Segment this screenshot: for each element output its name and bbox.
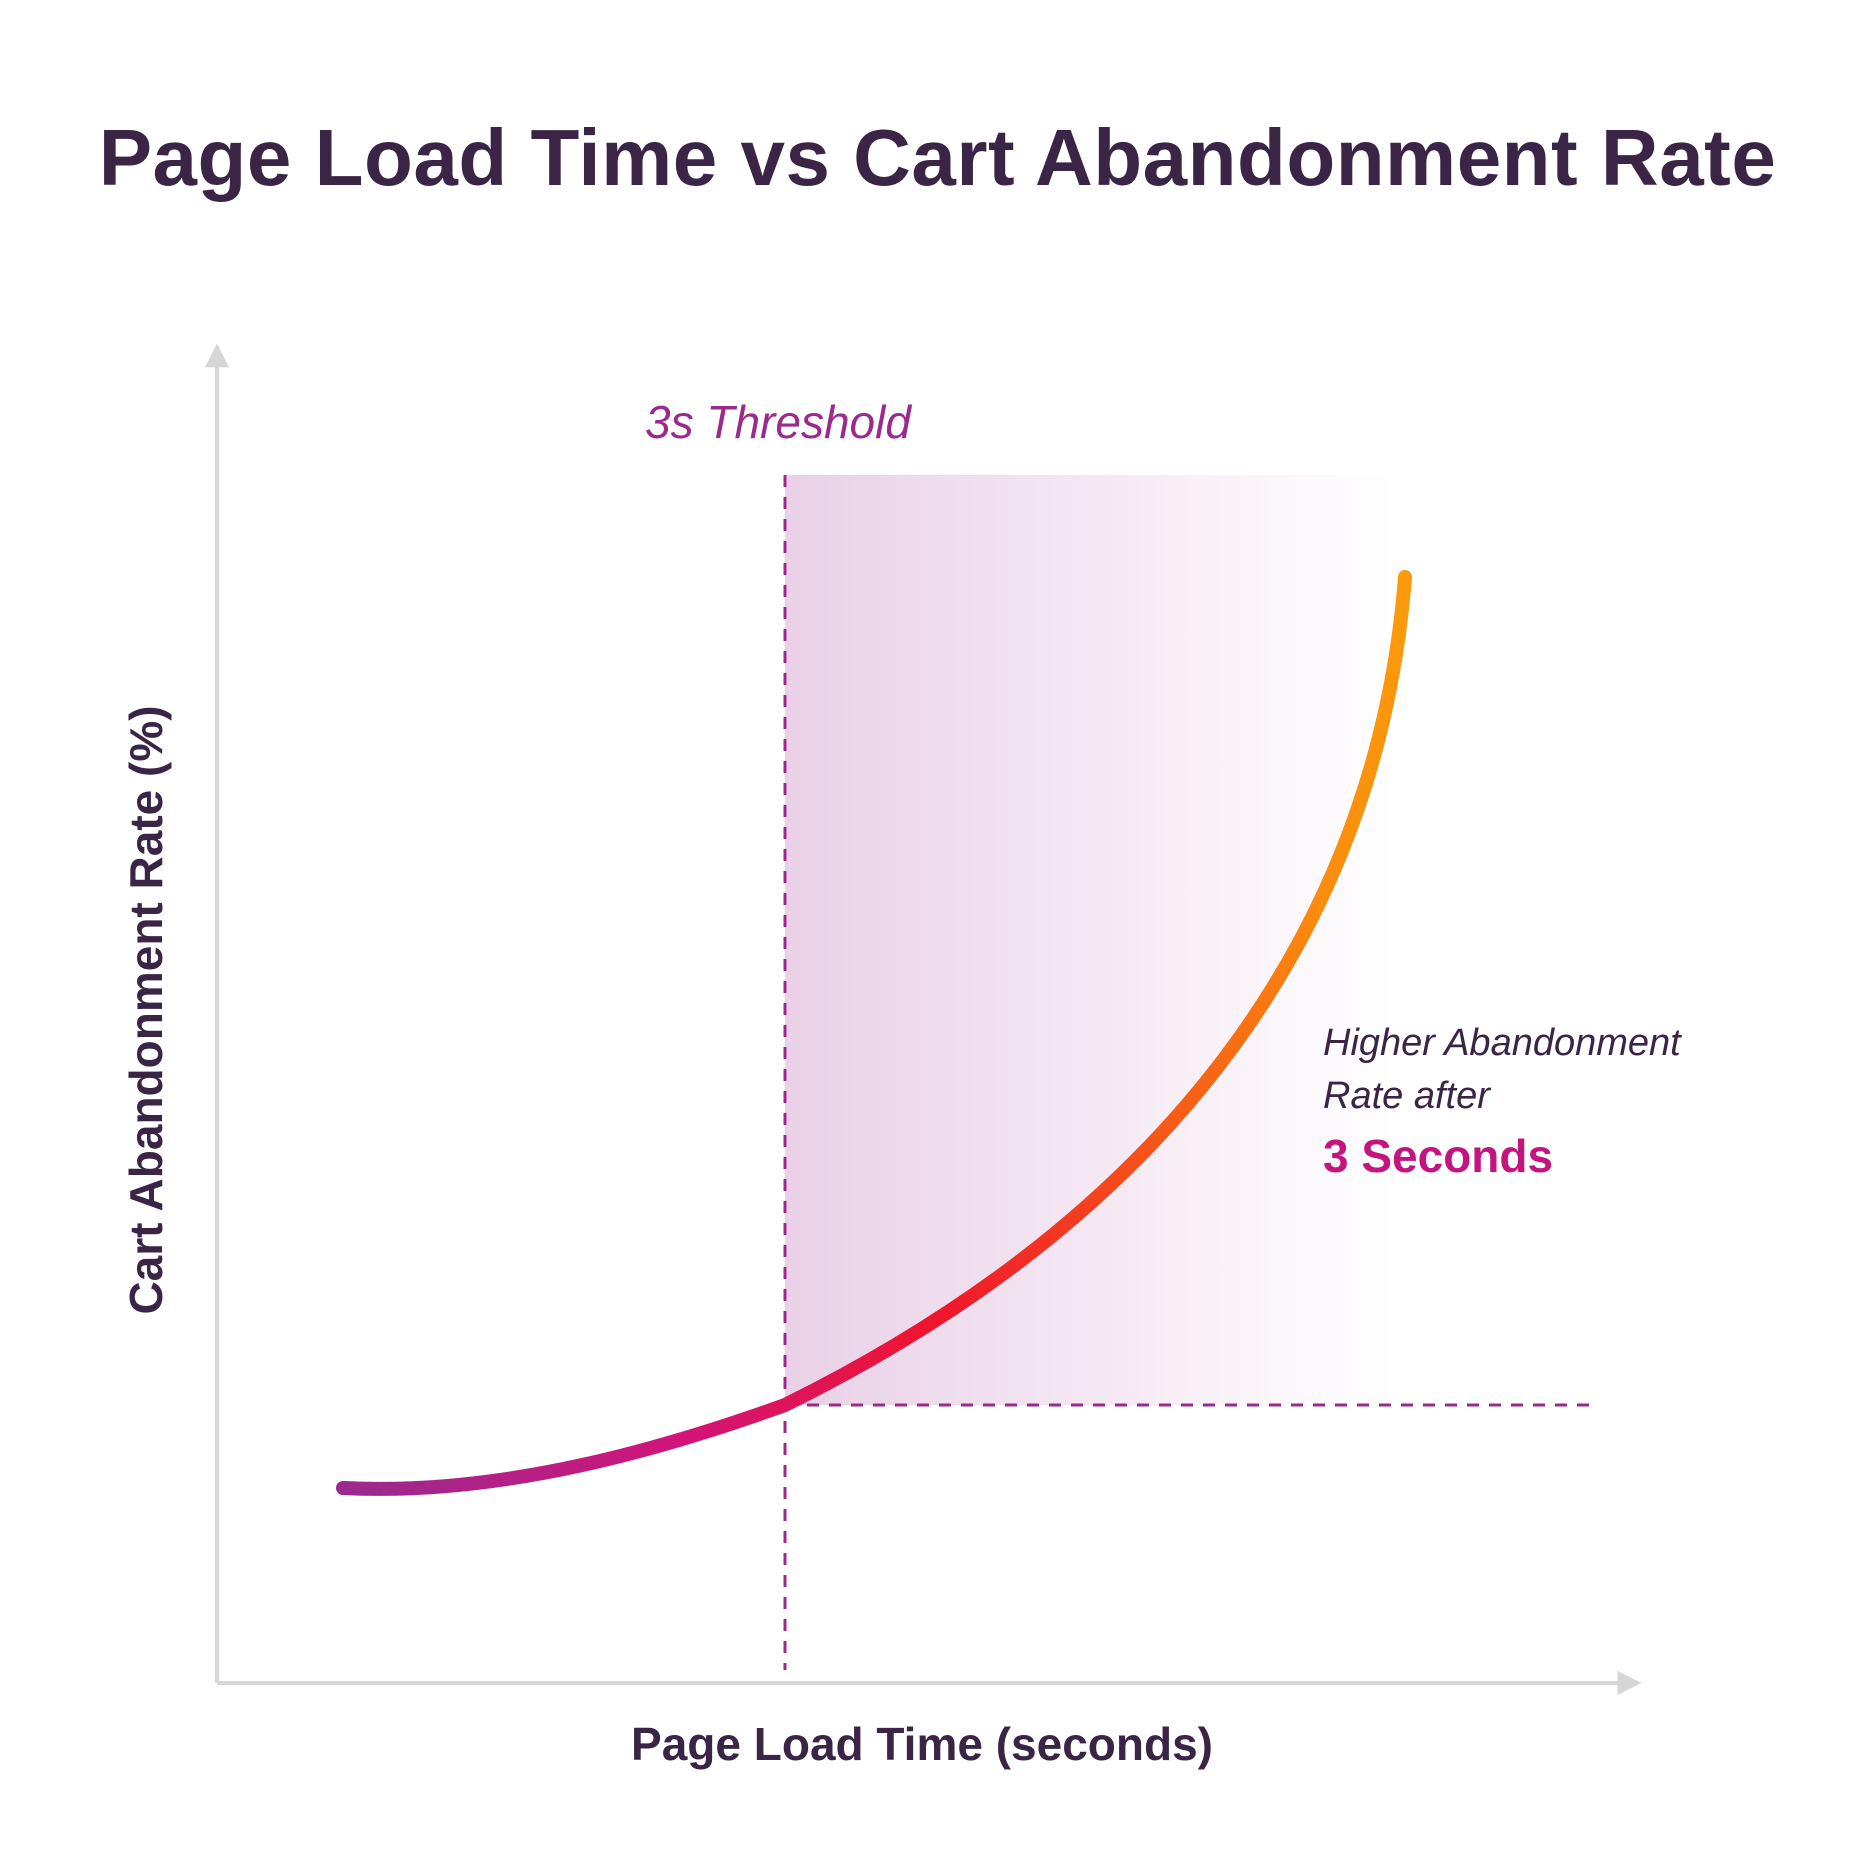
annotation-emphasis: 3 Seconds [1323, 1130, 1553, 1182]
chart-title: Page Load Time vs Cart Abandonment Rate [98, 113, 1777, 202]
y-axis-label: Cart Abandonment Rate (%) [120, 705, 172, 1314]
annotation-line-2: Rate after [1323, 1075, 1491, 1117]
x-axis-label: Page Load Time (seconds) [631, 1718, 1213, 1770]
abandonment-curve [336, 570, 1412, 1496]
threshold-label: 3s Threshold [645, 396, 912, 448]
annotation-line-1: Higher Abandonment [1323, 1022, 1682, 1064]
